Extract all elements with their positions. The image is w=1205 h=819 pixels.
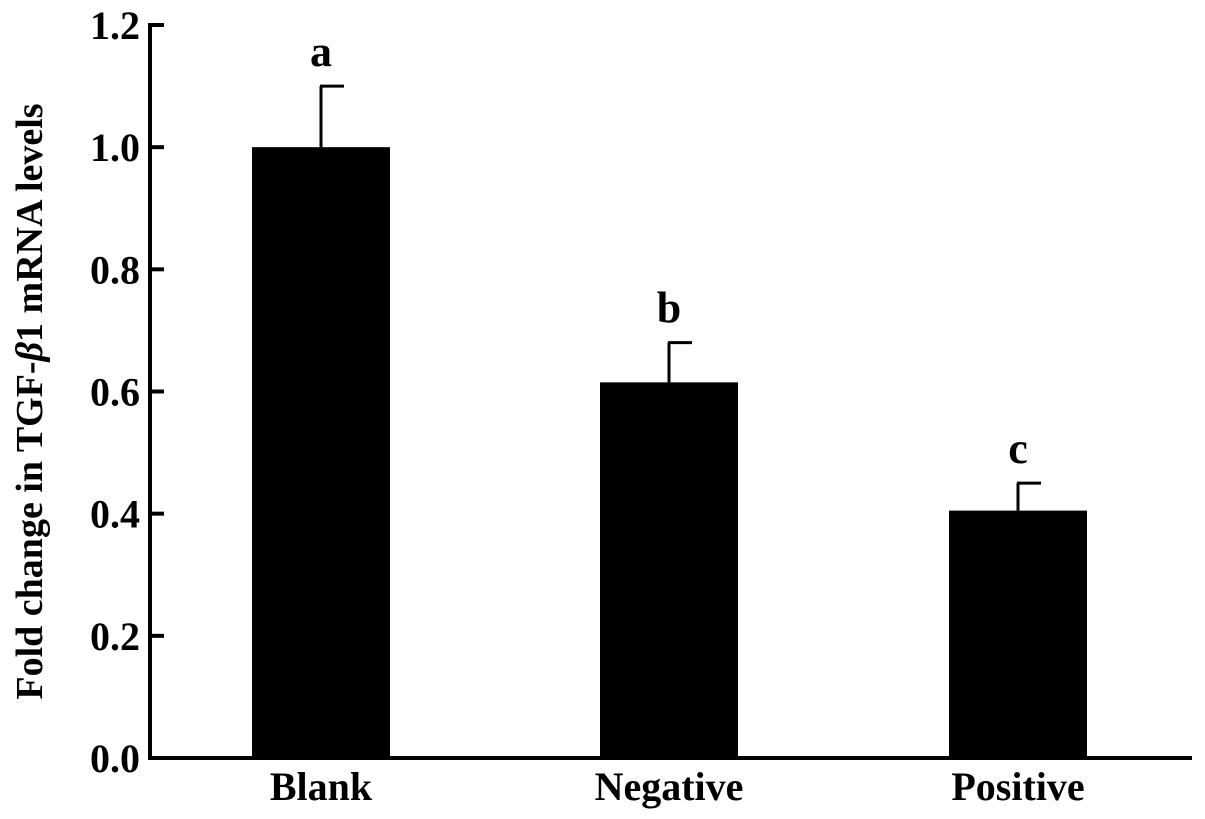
y-ticks-layer: 0.0 0.2 0.4 0.6 0.8 1.0 1.2 (90, 3, 164, 781)
y-tick-label: 0.0 (90, 736, 140, 781)
y-tick-label: 1.0 (90, 125, 140, 170)
y-tick-label: 0.2 (90, 614, 140, 659)
significance-label: b (657, 284, 681, 333)
labels-layer: a Blank b Negative c Positive (270, 27, 1085, 809)
x-category-label: Positive (951, 764, 1084, 809)
bar-blank (252, 147, 390, 758)
y-tick-label: 0.4 (90, 492, 140, 537)
x-category-label: Negative (595, 764, 744, 809)
y-axis-label-greek: β (9, 341, 51, 363)
significance-label: c (1008, 424, 1028, 473)
y-tick-label: 0.6 (90, 370, 140, 415)
bars-layer (252, 147, 1087, 758)
y-axis-label-suffix: 1 mRNA levels (9, 103, 51, 342)
y-tick-label: 1.2 (90, 3, 140, 48)
bar-positive (949, 510, 1087, 758)
significance-label: a (310, 27, 332, 76)
y-axis-label-prefix: Fold change in TGF- (9, 361, 51, 699)
error-bars-layer (319, 84, 1041, 511)
bar-negative (600, 382, 738, 758)
y-axis-label: Fold change in TGF-β1 mRNA levels (9, 103, 51, 699)
x-category-label: Blank (270, 764, 373, 809)
y-tick-label: 0.8 (90, 247, 140, 292)
